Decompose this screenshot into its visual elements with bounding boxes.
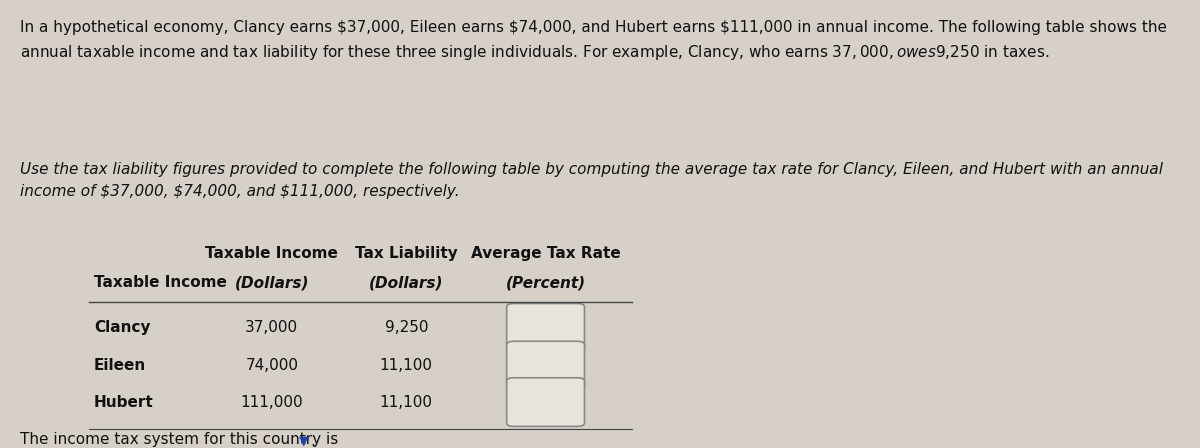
Text: (Dollars): (Dollars) xyxy=(234,275,310,290)
FancyBboxPatch shape xyxy=(506,378,584,426)
Text: 11,100: 11,100 xyxy=(379,358,433,373)
FancyBboxPatch shape xyxy=(506,303,584,352)
Text: Clancy: Clancy xyxy=(94,320,150,336)
Text: Use the tax liability figures provided to complete the following table by comput: Use the tax liability figures provided t… xyxy=(20,162,1163,199)
Text: Taxable Income: Taxable Income xyxy=(94,275,227,290)
Text: 74,000: 74,000 xyxy=(245,358,299,373)
Text: 9,250: 9,250 xyxy=(384,320,428,336)
Text: In a hypothetical economy, Clancy earns $37,000, Eileen earns $74,000, and Huber: In a hypothetical economy, Clancy earns … xyxy=(20,20,1168,62)
Text: Average Tax Rate: Average Tax Rate xyxy=(470,246,620,261)
Text: Tax Liability: Tax Liability xyxy=(355,246,457,261)
Text: 37,000: 37,000 xyxy=(245,320,299,336)
Text: Eileen: Eileen xyxy=(94,358,146,373)
Text: ▼: ▼ xyxy=(299,435,308,448)
Text: Hubert: Hubert xyxy=(94,395,154,409)
Text: .: . xyxy=(311,434,316,448)
Text: (Dollars): (Dollars) xyxy=(370,275,444,290)
Text: The income tax system for this country is: The income tax system for this country i… xyxy=(20,432,338,448)
Text: (Percent): (Percent) xyxy=(505,275,586,290)
Text: 11,100: 11,100 xyxy=(379,395,433,409)
Text: 111,000: 111,000 xyxy=(240,395,304,409)
FancyBboxPatch shape xyxy=(506,341,584,390)
Text: Taxable Income: Taxable Income xyxy=(205,246,338,261)
